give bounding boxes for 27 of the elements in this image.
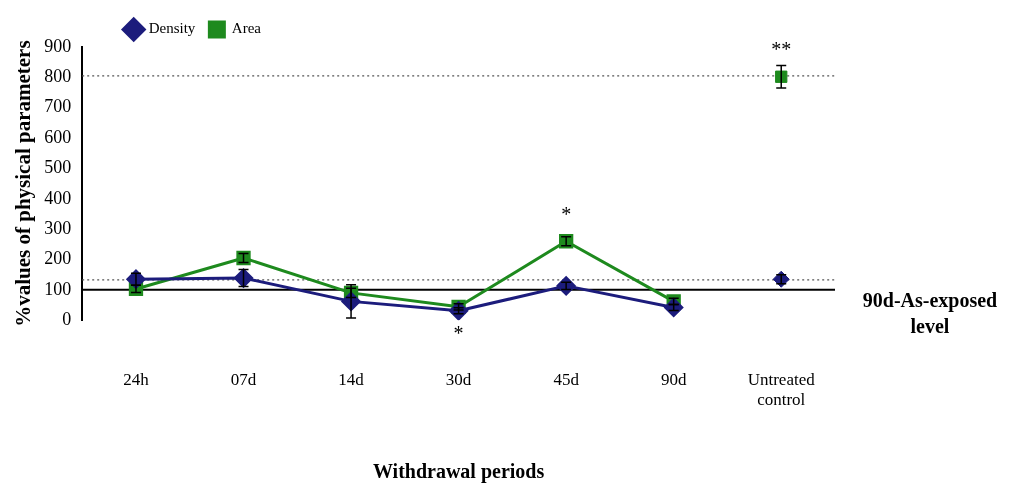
y-tick-label: 100 — [44, 278, 72, 299]
y-axis-title: %values of physical parameters — [11, 40, 36, 327]
y-tick-label: 700 — [44, 96, 72, 117]
x-axis-title: Withdrawal periods — [372, 460, 545, 484]
legend-label: Area — [231, 20, 262, 37]
x-tick-label: 90d — [660, 369, 687, 389]
x-tick-label: 24h — [123, 369, 150, 389]
y-tick-label: 400 — [44, 187, 72, 208]
y-tick-label: 200 — [44, 248, 72, 269]
x-tick-label: 07d — [230, 369, 257, 389]
y-tick-label: 600 — [44, 126, 72, 147]
x-tick-label: Untreated control — [747, 369, 816, 410]
point — [556, 276, 576, 296]
x-tick-label: 14d — [338, 369, 365, 389]
point — [664, 297, 684, 317]
annotation: ** — [771, 38, 792, 60]
x-tick-label: 45d — [553, 369, 580, 389]
y-tick-label: 0 — [62, 308, 72, 329]
x-tick-label: 30d — [445, 369, 472, 389]
y-tick-label: 500 — [44, 157, 72, 178]
legend-label: Density — [148, 20, 196, 37]
y-tick-label: 900 — [44, 35, 72, 56]
y-tick-label: 800 — [44, 66, 72, 87]
ref-line-label: 90d-As-exposed level — [862, 289, 998, 338]
annotation: * — [561, 202, 572, 225]
y-tick-label: 300 — [44, 217, 72, 238]
annotation: * — [453, 322, 464, 345]
